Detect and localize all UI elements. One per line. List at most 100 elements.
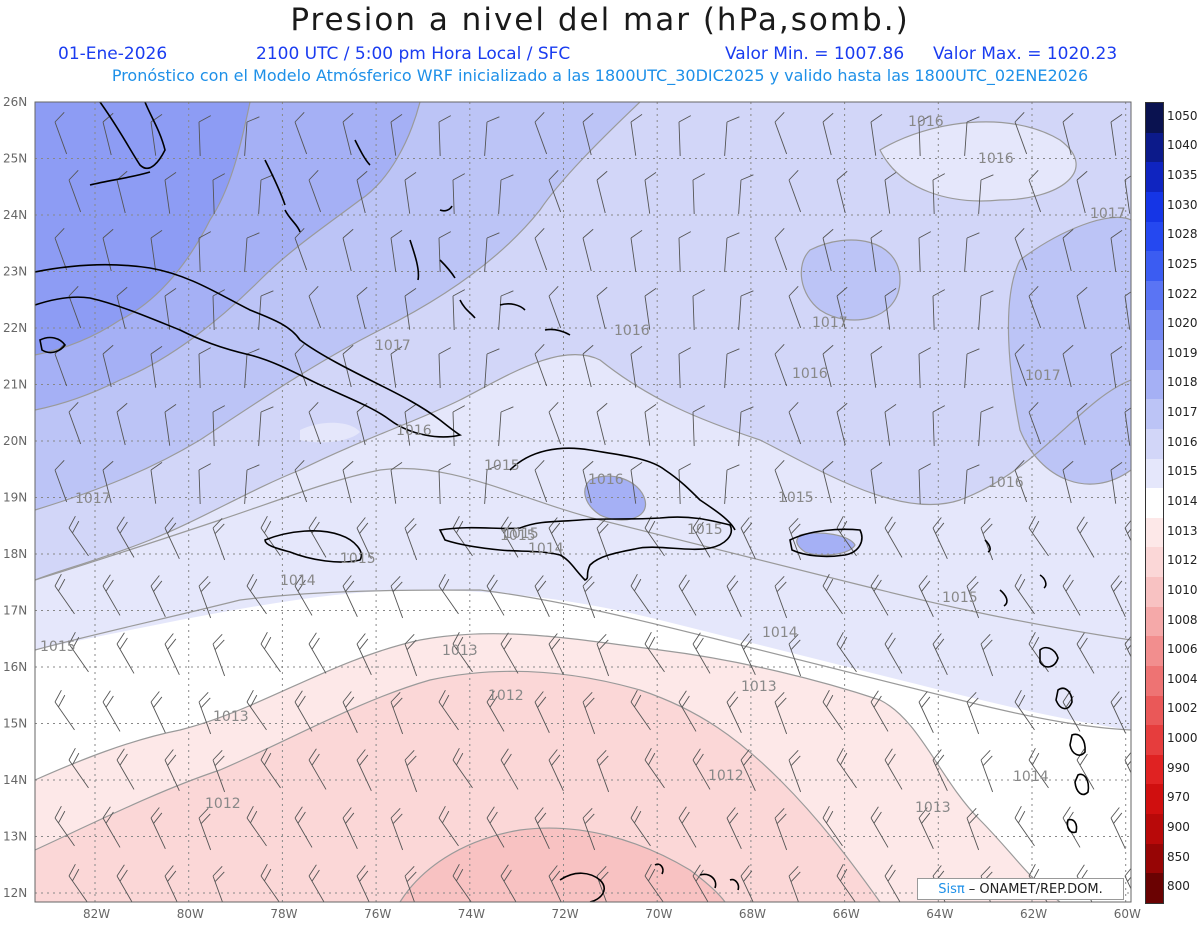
wind-barb [438,347,451,388]
wind-barb [678,231,691,272]
wind-barb [932,289,945,330]
wind-barb [822,228,834,272]
wind-barb [1014,689,1035,731]
wind-barb [1014,227,1028,271]
wind-barb [692,864,711,902]
wind-barb [54,805,75,847]
wind-barb [884,864,903,902]
wind-barb [54,227,68,271]
wind-barb [964,232,980,272]
wind-barb [740,517,756,560]
wind-barb [966,691,980,735]
wind-barb [54,459,68,503]
wind-barb [198,347,211,388]
wind-barb [740,633,756,676]
wind-barb [534,459,548,503]
wind-barb [342,344,354,388]
wind-barb [452,289,465,330]
wind-barb [1062,344,1074,388]
wind-barb [678,463,691,504]
wind-barb [918,575,934,618]
wind-barb [596,517,610,561]
wind-barb [68,401,82,445]
wind-barb [294,690,313,732]
lat-label: 18N [3,547,27,561]
wind-barb [342,691,358,734]
wind-barb [582,228,594,272]
wind-barb [870,230,883,272]
wind-barb [692,632,711,674]
wind-barb [870,114,883,156]
wind-barb [356,402,368,446]
wind-barb [212,517,226,561]
coastlines [35,102,1090,902]
wind-barb [102,574,121,616]
wind-barb [164,517,180,560]
wind-barb [582,575,596,619]
wind-barb [102,806,121,848]
legend-value: 1018 [1167,375,1198,390]
wind-barb [724,232,740,272]
wind-barb [678,806,697,848]
wind-barb [836,170,848,214]
wind-barb [918,807,934,850]
contour-label: 1015 [484,458,520,474]
wind-barb [390,807,404,851]
wind-barb [212,865,226,902]
legend-value: 1006 [1167,642,1198,657]
wind-barb [548,749,564,792]
wind-barb [548,633,564,676]
wind-barb [738,406,754,446]
legend-value: 1020 [1167,316,1198,331]
wind-barb [260,863,281,902]
wind-barb [596,170,608,214]
wind-barb [788,401,802,445]
lat-label: 26N [3,95,27,109]
wind-barb [644,172,657,214]
wind-barb [884,632,903,674]
wind-barb [774,575,788,619]
wind-barb [150,462,163,504]
wind-barb [980,633,994,677]
wind-barb [1014,459,1028,503]
wind-barb [54,111,68,155]
wind-barb [1076,170,1088,214]
wind-barb [918,231,931,272]
legend-value: 990 [1167,760,1190,775]
wind-barb [404,172,417,214]
wind-barb [294,574,313,616]
wind-barb [1014,573,1035,615]
wind-barb [644,631,665,673]
lat-label: 17N [3,604,27,618]
wind-barb [822,573,843,615]
wind-barb [870,574,889,616]
legend-swatch [1146,280,1163,311]
wind-barb [774,111,788,155]
color-legend [1145,102,1164,904]
contour-label: 1013 [213,709,249,725]
wind-barb [404,288,417,330]
wind-barb [438,805,459,847]
legend-swatch [1146,725,1163,755]
wind-barb [198,807,212,851]
wind-barb [918,691,934,734]
lon-label: 68W [739,907,766,921]
lat-label: 21N [3,378,27,392]
wind-barb [342,112,354,156]
wind-barb [884,172,897,214]
wind-barb [870,462,883,504]
lat-label: 14N [3,773,27,787]
wind-barb [484,232,500,272]
wind-barb [150,575,166,618]
forecast-date: 01-Ene-2026 [58,44,168,64]
wind-barb [630,573,651,615]
wind-barb [452,173,465,214]
wind-barb [308,169,322,213]
lon-label: 70W [645,907,672,921]
wind-barb [870,690,889,732]
latitude-labels: 26N 25N 24N 23N 22N 21N 20N 19N 18N 17N 16N 15N 14N 1… [3,95,27,900]
wind-barb [738,290,754,330]
lat-label: 20N [3,434,27,448]
wind-barb [54,689,75,731]
wind-barb [244,464,260,504]
